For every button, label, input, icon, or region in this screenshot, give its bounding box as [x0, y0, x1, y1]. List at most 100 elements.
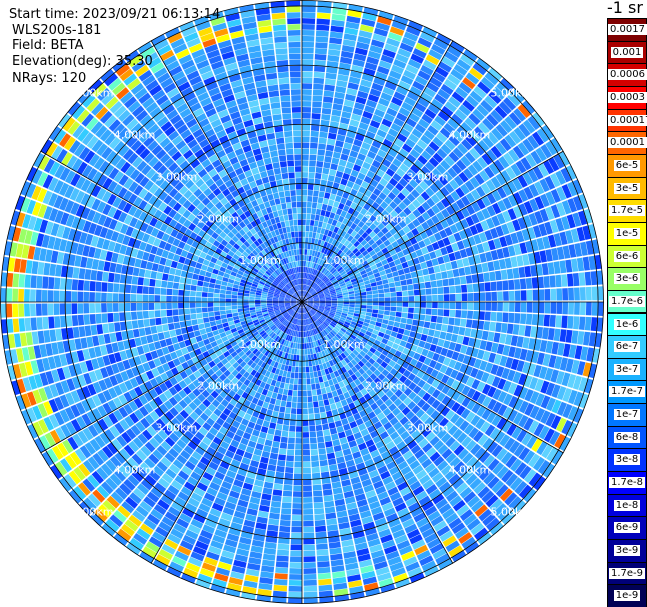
ppi-gate — [388, 335, 396, 343]
ppi-gate — [312, 95, 323, 102]
ppi-gate — [572, 375, 582, 390]
ppi-gate — [408, 133, 420, 144]
ppi-gate — [522, 254, 530, 266]
ppi-gate — [465, 192, 476, 204]
ppi-gate — [273, 584, 288, 592]
ppi-gate — [314, 377, 320, 384]
ppi-gate — [499, 355, 508, 367]
ppi-gate — [319, 305, 325, 308]
ppi-gate — [232, 312, 239, 317]
ppi-gate — [314, 220, 319, 227]
ppi-gate — [311, 238, 316, 245]
ppi-gate — [196, 313, 203, 319]
ppi-gate — [383, 263, 390, 270]
ppi-gate — [231, 295, 238, 299]
ppi-gate — [195, 291, 202, 297]
ppi-gate — [355, 298, 361, 302]
ppi-gate — [358, 186, 367, 194]
ppi-gate — [495, 484, 509, 498]
ppi-gate — [358, 331, 365, 337]
ppi-gate — [403, 387, 413, 397]
ppi-gate — [335, 208, 343, 216]
ppi-gate — [319, 331, 325, 338]
ppi-gate — [574, 302, 580, 315]
ppi-gate — [367, 298, 373, 302]
ppi-gate — [155, 317, 162, 326]
ppi-gate — [176, 334, 184, 343]
ppi-gate — [102, 271, 109, 282]
ppi-gate — [278, 412, 285, 419]
ppi-gate — [530, 265, 538, 277]
ppi-gate — [328, 397, 335, 405]
ppi-gate — [316, 549, 329, 556]
ppi-gate — [348, 252, 355, 259]
ppi-gate — [495, 225, 504, 237]
ppi-gate — [262, 553, 276, 561]
ppi-gate — [475, 263, 483, 274]
ppi-gate — [354, 289, 361, 294]
ppi-gate — [401, 187, 410, 197]
ppi-gate — [323, 288, 329, 293]
ppi-gate — [219, 302, 226, 307]
ppi-gate — [426, 197, 436, 208]
ppi-gate — [427, 172, 438, 183]
ppi-gate — [382, 279, 389, 285]
ppi-gate — [329, 259, 336, 266]
ppi-gate — [36, 317, 43, 330]
ppi-gate — [423, 176, 434, 187]
ppi-gate — [472, 160, 483, 173]
ppi-gate — [318, 448, 327, 455]
ppi-gate — [389, 70, 402, 80]
ppi-gate — [373, 218, 381, 227]
ppi-gate — [313, 302, 320, 304]
ppi-gate — [328, 43, 342, 51]
ppi-gate — [433, 38, 449, 50]
ppi-gate — [378, 60, 392, 70]
ppi-gate — [317, 561, 330, 568]
ppi-gate — [308, 237, 312, 244]
ppi-gate — [307, 243, 311, 250]
ppi-gate — [319, 297, 325, 300]
ppi-gate — [456, 393, 466, 405]
ppi-gate — [522, 100, 536, 115]
ppi-gate — [35, 289, 42, 302]
ppi-gate — [198, 275, 205, 282]
ppi-gate — [149, 318, 156, 327]
ppi-gate — [342, 204, 350, 213]
ppi-gate — [326, 60, 339, 68]
ppi-gate — [385, 182, 395, 192]
ppi-gate — [479, 340, 487, 350]
ppi-gate — [386, 75, 400, 86]
ppi-gate — [310, 219, 315, 226]
ppi-gate — [458, 327, 466, 336]
ppi-gate — [572, 196, 583, 211]
ppi-gate — [433, 456, 445, 467]
ppi-gate — [332, 439, 341, 447]
ppi-gate — [523, 375, 533, 388]
ppi-gate — [317, 319, 322, 325]
ppi-gate — [184, 284, 191, 291]
ppi-gate — [347, 82, 359, 91]
ppi-gate — [538, 223, 548, 237]
ppi-gate — [431, 472, 444, 483]
ppi-gate — [449, 440, 461, 452]
ppi-gate — [262, 401, 270, 409]
ppi-gate — [401, 406, 411, 416]
ppi-gate — [396, 133, 408, 143]
ppi-gate — [508, 382, 518, 395]
ppi-gate — [405, 25, 421, 37]
ppi-gate — [373, 226, 381, 235]
ppi-gate — [323, 96, 334, 103]
ppi-gate — [430, 225, 439, 235]
ppi-gate — [550, 288, 557, 301]
ppi-gate — [355, 133, 365, 142]
ppi-gate — [278, 387, 284, 395]
ppi-gate — [316, 289, 323, 294]
ppi-gate — [293, 485, 302, 492]
ppi-gate — [321, 275, 327, 281]
ppi-gate — [425, 366, 434, 376]
ppi-gate — [359, 24, 374, 33]
ppi-gate — [448, 135, 460, 147]
ppi-gate — [420, 92, 433, 103]
ppi-gate — [383, 288, 390, 293]
